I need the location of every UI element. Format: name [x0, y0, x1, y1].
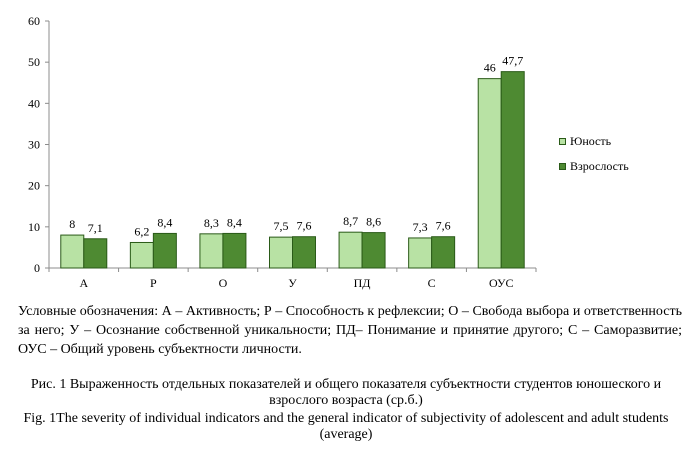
y-tick-label: 0	[34, 261, 40, 275]
figure-caption: Рис. 1 Выраженность отдельных показателе…	[18, 377, 674, 443]
data-label-adult: 7,1	[88, 221, 103, 235]
legend-label-adult: Взрослость	[570, 158, 629, 173]
bar-adult	[292, 236, 316, 269]
bar-chart: 0 10 20 30 40 50 60 А 8 7,1 Р 6,2 8,4 О 8,3 8,4 У 7,5 7,6 П…	[28, 14, 537, 290]
data-label-adult: 7,6	[436, 219, 451, 233]
x-tick-label: С	[428, 276, 436, 290]
legend-item-youth: Юность	[559, 133, 629, 148]
x-tick-label: Р	[150, 276, 157, 290]
y-tick-label: 10	[28, 220, 40, 234]
data-label-youth: 6,2	[134, 224, 149, 238]
bar-adult	[83, 238, 108, 269]
caption-russian: Рис. 1 Выраженность отдельных показателе…	[30, 377, 662, 408]
data-label-youth: 46	[484, 61, 496, 75]
legend-item-adult: Взрослость	[559, 158, 629, 173]
bar-youth	[199, 233, 224, 269]
bar-adult	[222, 232, 247, 269]
chart-legend: Юность Взрослость	[559, 133, 629, 185]
y-tick-label: 40	[28, 96, 40, 110]
y-tick-label: 20	[28, 179, 40, 193]
legend-notes: Условные обозначения: А – Активность; Р …	[18, 304, 682, 357]
data-label-adult: 8,6	[366, 215, 381, 229]
bar-adult	[361, 232, 386, 269]
bar-youth	[129, 241, 154, 269]
legend-label-youth: Юность	[570, 133, 612, 148]
bar-adult	[431, 236, 456, 269]
bar-youth	[60, 234, 85, 269]
data-label-youth: 8	[69, 217, 75, 231]
bar-adult	[152, 232, 177, 269]
data-label-adult: 8,4	[157, 215, 172, 229]
data-label-adult: 8,4	[227, 215, 242, 229]
data-label-youth: 7,5	[274, 219, 289, 233]
x-tick-label: А	[79, 276, 88, 290]
caption-english: Fig. 1The severity of individual indicat…	[23, 411, 669, 442]
data-label-youth: 8,3	[204, 216, 219, 230]
y-tick-label: 50	[28, 55, 40, 69]
x-tick-label: У	[288, 276, 297, 290]
data-label-youth: 7,3	[413, 220, 428, 234]
x-tick-label: ПД	[354, 276, 371, 290]
data-label-adult: 47,7	[502, 54, 523, 68]
bar-adult	[500, 71, 525, 269]
bar-youth	[408, 237, 433, 269]
bar-youth	[477, 78, 502, 269]
bar-youth	[338, 231, 363, 269]
x-tick-label: ОУС	[489, 276, 514, 290]
data-label-adult: 7,6	[297, 219, 312, 233]
y-tick-label: 60	[28, 14, 40, 28]
x-tick-label: О	[219, 276, 228, 290]
legend-swatch-adult	[559, 162, 566, 170]
bar-youth	[269, 236, 293, 269]
y-tick-label: 30	[28, 138, 40, 152]
data-label-youth: 8,7	[343, 214, 358, 228]
legend-swatch-youth	[559, 137, 566, 145]
